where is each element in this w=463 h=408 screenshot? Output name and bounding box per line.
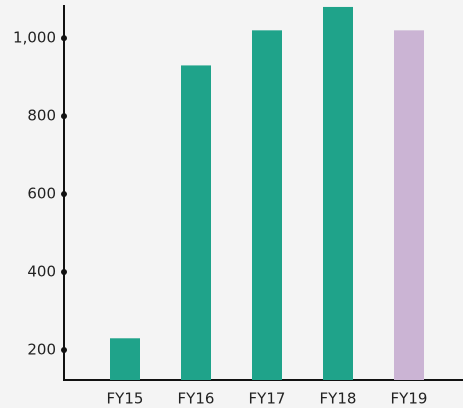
y-tick-label: 600 bbox=[27, 185, 56, 203]
y-tick-label: 1,000 bbox=[13, 29, 56, 47]
y-tick-mark bbox=[61, 35, 67, 42]
bar bbox=[181, 65, 211, 381]
x-tick-label: FY17 bbox=[249, 390, 286, 408]
x-tick-label: FY18 bbox=[320, 390, 357, 408]
y-tick-label: 400 bbox=[27, 263, 56, 281]
y-tick-label: 800 bbox=[27, 107, 56, 125]
y-tick-mark bbox=[61, 113, 67, 120]
bar bbox=[110, 338, 140, 380]
x-tick-label: FY15 bbox=[107, 390, 144, 408]
y-tick-mark bbox=[61, 346, 67, 353]
bar bbox=[323, 6, 353, 380]
y-tick-mark bbox=[61, 191, 67, 198]
x-tick-label: FY16 bbox=[178, 390, 215, 408]
bar bbox=[252, 30, 282, 381]
bar bbox=[394, 30, 424, 381]
y-tick-mark bbox=[61, 269, 67, 276]
y-tick-label: 200 bbox=[27, 340, 56, 358]
x-tick-label: FY19 bbox=[391, 390, 428, 408]
